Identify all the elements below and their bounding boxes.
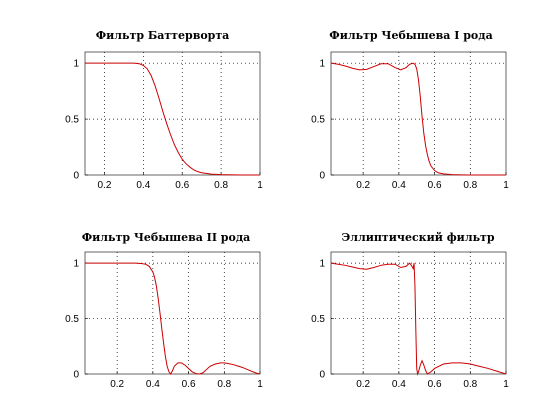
series-line (330, 262, 507, 376)
x-tick-label: 0.6 (428, 379, 442, 390)
plot-content: 0.2 0.4 0.6 0.8 1 0 0.5 1 (311, 52, 509, 191)
x-tick-label: 1 (503, 379, 509, 390)
axes-box (330, 51, 507, 176)
plot-title: Фильтр Чебышева II рода (82, 231, 251, 244)
y-tick-label: 0.5 (65, 115, 79, 126)
x-tick-label: 0.4 (392, 379, 406, 390)
x-tick-label: 0.6 (182, 379, 196, 390)
plot-title: Фильтр Чебышева I рода (329, 29, 492, 42)
axes-box (330, 251, 507, 375)
x-tick-label: 0.6 (175, 180, 189, 191)
plot-content: 0.2 0.4 0.6 0.8 1 0 0.5 1 (65, 52, 263, 191)
subplot-chebyshev-1: Фильтр Чебышева I рода 0.2 0.4 0.6 0.8 1 0 0.5… (311, 29, 509, 191)
plot-content: 0.2 0.4 0.6 0.8 1 0 0.5 1 (311, 252, 509, 390)
series-line (85, 62, 261, 176)
y-tick-label: 0 (319, 370, 325, 381)
x-tick-label: 0.4 (146, 379, 160, 390)
y-tick-label: 1 (319, 59, 325, 70)
subplot-chebyshev-2: Фильтр Чебышева II рода 0.2 0.4 0.6 0.8 100.… (65, 231, 263, 390)
y-tick-label: 1 (319, 259, 325, 270)
plot-title: Фильтр Баттерворта (96, 29, 230, 42)
y-tick-label: 0 (73, 171, 79, 182)
series-line (330, 62, 506, 176)
y-tick-label: 0.5 (311, 115, 325, 126)
subplot-butterworth: Фильтр Баттерворта 0.2 0.4 0.6 0.8 1 0 0.5 1 (65, 29, 263, 191)
y-tick-label: 0.5 (311, 314, 325, 325)
x-tick-label: 0.8 (463, 180, 477, 191)
x-tick-label: 0.2 (110, 379, 124, 390)
x-tick-label: 0.8 (214, 180, 228, 191)
x-tick-label: 0.2 (97, 180, 111, 191)
subplot-elliptic: Эллиптический фильтр 0.2 0.4 0.6 0.8 1 0 0.5 1 (311, 231, 509, 390)
x-tick-label: 0.8 (463, 379, 477, 390)
y-tick-label: 0.5 (65, 314, 79, 325)
axes-box (84, 51, 261, 176)
x-tick-label: 0.4 (136, 180, 150, 191)
y-tick-label: 0 (73, 370, 79, 381)
x-tick-label: 0.4 (392, 180, 406, 191)
x-tick-label: 1 (257, 379, 263, 390)
x-tick-label: 0.2 (356, 379, 370, 390)
y-tick-label: 1 (73, 259, 79, 270)
y-tick-label: 1 (73, 59, 79, 70)
plot-content: 0.2 0.4 0.6 0.8 1 0 0.5 1 (65, 252, 263, 390)
x-tick-label: 1 (257, 180, 263, 191)
series-line (85, 262, 261, 375)
y-tick-label: 0 (319, 171, 325, 182)
x-tick-label: 1 (503, 180, 509, 191)
x-tick-label: 0.2 (356, 180, 370, 191)
axes-box (84, 251, 261, 375)
x-tick-label: 0.6 (428, 180, 442, 191)
x-tick-label: 0.8 (217, 379, 231, 390)
plot-title: Эллиптический фильтр (341, 231, 494, 244)
